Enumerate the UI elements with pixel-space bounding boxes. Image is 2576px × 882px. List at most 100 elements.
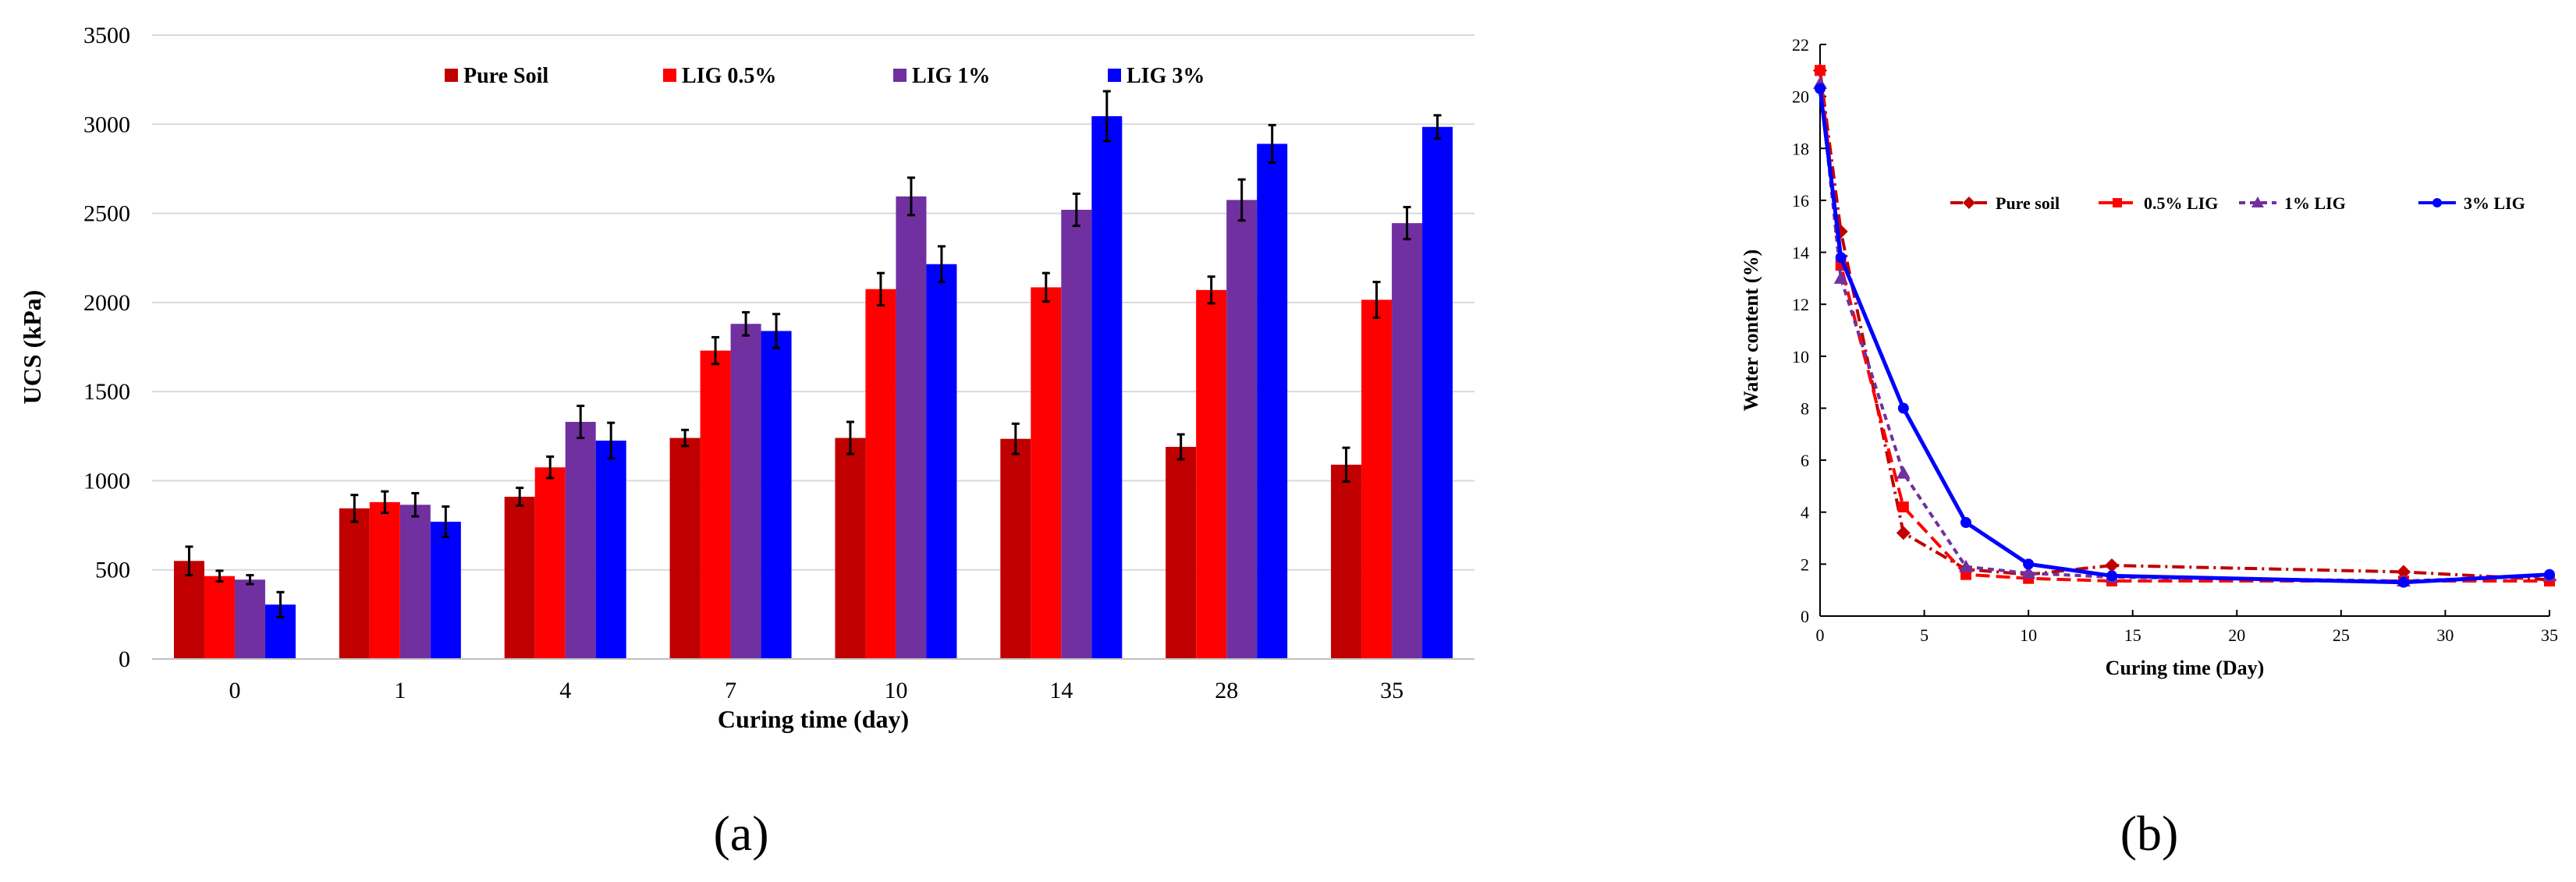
bar xyxy=(204,576,235,659)
bar xyxy=(565,422,596,659)
y-tick-label: 16 xyxy=(1792,191,1809,211)
x-tick-label: 35 xyxy=(1380,678,1403,703)
y-tick-label: 2 xyxy=(1801,554,1809,574)
y-axis-title: Water content (%) xyxy=(1740,250,1762,411)
y-tick-label: 6 xyxy=(1801,451,1809,470)
bar xyxy=(1331,464,1362,659)
bar xyxy=(1257,143,1288,659)
marker-triangle xyxy=(1896,466,1911,479)
marker-circle xyxy=(2023,558,2035,570)
x-axis-title: Curing time (day) xyxy=(718,705,909,733)
legend-label: LIG 1% xyxy=(912,64,990,88)
marker-square xyxy=(2113,198,2122,207)
y-tick-label: 14 xyxy=(1792,243,1809,263)
marker-circle xyxy=(1835,252,1847,264)
x-tick-label: 10 xyxy=(884,678,907,703)
marker-diamond xyxy=(2105,558,2119,573)
y-tick-label: 8 xyxy=(1801,398,1809,418)
bar xyxy=(1422,126,1453,659)
bar xyxy=(1091,116,1123,659)
marker-circle xyxy=(1815,83,1826,94)
legend-swatch xyxy=(663,69,676,82)
bar xyxy=(430,522,461,659)
legend-swatch xyxy=(445,69,458,82)
marker-circle xyxy=(2432,198,2442,207)
bar xyxy=(1061,210,1092,659)
legend-label: LIG 3% xyxy=(1127,64,1205,88)
bar xyxy=(234,579,265,659)
x-tick-label: 7 xyxy=(725,678,736,703)
marker-triangle xyxy=(2021,566,2036,579)
marker-circle xyxy=(1897,402,1909,414)
y-tick-label: 1500 xyxy=(83,379,130,405)
legend-label: LIG 0.5% xyxy=(682,64,776,88)
x-tick-label: 30 xyxy=(2436,625,2454,645)
bar xyxy=(1226,200,1258,659)
bar xyxy=(865,289,896,659)
x-tick-label: 28 xyxy=(1215,678,1238,703)
marker-circle xyxy=(1960,517,1971,529)
bar xyxy=(504,497,535,659)
marker-circle xyxy=(2398,576,2409,588)
y-tick-label: 22 xyxy=(1792,35,1809,55)
bar xyxy=(926,264,957,659)
bar xyxy=(1361,299,1393,659)
y-tick-label: 4 xyxy=(1801,503,1809,522)
legend-label: 1% LIG xyxy=(2284,193,2346,213)
bar xyxy=(339,508,370,659)
y-tick-label: 20 xyxy=(1792,87,1809,107)
marker-circle xyxy=(2544,569,2555,580)
legend-label: 0.5% LIG xyxy=(2144,193,2218,213)
series-line xyxy=(1818,70,2550,582)
legend-label: Pure soil xyxy=(1996,193,2060,213)
x-tick-label: 20 xyxy=(2228,625,2245,645)
bar xyxy=(700,350,731,659)
y-tick-label: 0 xyxy=(1801,607,1809,626)
marker-triangle xyxy=(1833,271,1848,284)
panel-label-a: (a) xyxy=(713,806,768,861)
x-tick-label: 15 xyxy=(2124,625,2141,645)
panel-label-b: (b) xyxy=(2120,806,2179,861)
marker-diamond xyxy=(1896,526,1911,540)
marker-square xyxy=(1897,501,1909,513)
bar xyxy=(669,437,701,659)
series-line xyxy=(1818,88,2550,585)
legend-swatch xyxy=(893,69,907,82)
marker-diamond xyxy=(2397,565,2411,579)
legend-label: 3% LIG xyxy=(2464,193,2525,213)
x-tick-label: 10 xyxy=(2020,625,2037,645)
bar xyxy=(1031,287,1062,659)
y-tick-label: 18 xyxy=(1792,139,1809,158)
series-line xyxy=(1818,83,2550,583)
series-line xyxy=(1818,70,2549,583)
y-tick-label: 2500 xyxy=(83,201,130,227)
y-tick-label: 1000 xyxy=(83,468,130,494)
bar xyxy=(835,437,866,659)
bar xyxy=(1166,447,1197,659)
bar xyxy=(534,467,566,659)
legend-swatch xyxy=(1108,69,1121,82)
y-tick-label: 3000 xyxy=(83,112,130,137)
y-tick-label: 2000 xyxy=(83,290,130,316)
marker-diamond xyxy=(1963,197,1975,209)
bar xyxy=(1392,223,1423,660)
x-axis-title: Curing time (Day) xyxy=(2106,657,2265,679)
x-tick-label: 14 xyxy=(1049,678,1073,703)
marker-triangle xyxy=(2251,197,2264,207)
x-tick-label: 5 xyxy=(1920,625,1928,645)
bar xyxy=(369,501,400,659)
y-tick-label: 500 xyxy=(95,558,130,583)
bar xyxy=(1196,289,1227,659)
chart-b-water-content: 0 2 4 6 8 10 12 14 16 18 20 22 0 5 10 15 20 25 30 35 Pure so… xyxy=(1740,35,2558,861)
bar xyxy=(730,324,761,659)
marker-square xyxy=(1815,65,1826,76)
x-tick-label: 25 xyxy=(2333,625,2350,645)
bar xyxy=(761,331,792,659)
x-tick-label: 0 xyxy=(1816,625,1825,645)
y-tick-label: 0 xyxy=(119,646,130,672)
bar xyxy=(399,505,431,659)
y-axis-title: UCS (kPa) xyxy=(18,290,46,405)
marker-triangle xyxy=(1959,559,1973,572)
